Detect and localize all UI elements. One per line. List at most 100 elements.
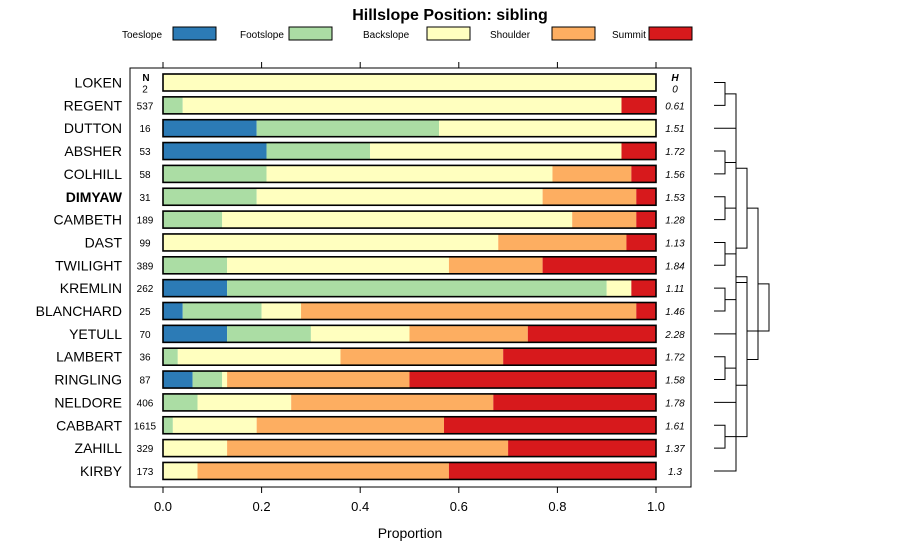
legend-label-footslope: Footslope: [240, 30, 284, 41]
legend-label-toeslope: Toeslope: [122, 30, 162, 41]
row-yetull: YETULL 70 2.28: [69, 324, 685, 344]
bar-outline: [162, 255, 657, 275]
row-h-value: 2.28: [664, 330, 685, 341]
row-cabbart: CABBART 1615 1.61: [56, 415, 685, 435]
dendrogram-link-3: [714, 241, 726, 266]
bar-segment-footslope: [256, 119, 440, 137]
bar-segment-footslope: [266, 142, 371, 160]
h-column-header: H: [671, 73, 679, 84]
row-twilight: TWILIGHT 389 1.84: [55, 255, 685, 275]
bar-segment-footslope: [163, 211, 223, 229]
dendrogram-link-6: [714, 424, 726, 449]
bar-segment-summit: [444, 416, 656, 434]
bar-segment-shoulder: [256, 416, 445, 434]
bar-outline: [162, 164, 657, 184]
row-h-value: 1.61: [665, 421, 684, 432]
bar-segment-toeslope: [163, 325, 228, 343]
row-h-value: 1.37: [665, 444, 685, 455]
bar-segment-toeslope: [163, 119, 257, 137]
bar-segment-backslope: [177, 348, 341, 366]
row-n-value: 53: [139, 147, 151, 158]
top-axis-ticks: [162, 62, 657, 68]
x-axis-label: Proportion: [378, 525, 443, 541]
bar-segment-footslope: [163, 256, 228, 274]
bar-segment-summit: [631, 165, 656, 183]
legend: Toeslope Footslope Backslope Shoulder Summit: [122, 26, 693, 41]
dendrogram-link-5: [714, 356, 726, 381]
x-tick-label-5: 1.0: [647, 499, 665, 514]
row-n-value: 262: [137, 284, 154, 295]
x-tick-label-0: 0.0: [154, 499, 172, 514]
row-label: LAMBERT: [56, 349, 122, 365]
bar-outline: [162, 415, 657, 435]
bar-segment-backslope: [256, 188, 543, 206]
x-tick-label-4: 0.8: [548, 499, 566, 514]
bar-segment-shoulder: [552, 165, 632, 183]
row-label: LOKEN: [75, 75, 122, 91]
dendrogram-link-7: [714, 93, 737, 472]
bar-segment-backslope: [163, 74, 656, 91]
bar-segment-footslope: [163, 348, 178, 366]
row-loken: LOKEN 2 0: [75, 73, 678, 96]
bar-segment-shoulder: [301, 302, 637, 320]
bar-outline: [162, 393, 657, 412]
row-label: DIMYAW: [66, 189, 123, 205]
bar-outline: [162, 301, 657, 321]
bar-segment-shoulder: [448, 256, 543, 274]
row-h-value: 0: [672, 85, 678, 96]
bar-outline: [162, 141, 657, 161]
row-label: KREMLIN: [60, 280, 122, 296]
bar-outline: [162, 347, 657, 367]
dendrogram-link-13: [736, 167, 748, 249]
bar-segment-toeslope: [163, 279, 228, 297]
bar-segment-summit: [636, 302, 656, 320]
row-label: ABSHER: [64, 143, 122, 159]
legend-swatch-shoulder: [551, 26, 596, 41]
bar-segment-footslope: [163, 165, 267, 183]
bar-segment-summit: [621, 142, 656, 160]
row-ringling: RINGLING 87 1.58: [54, 370, 685, 389]
bar-rows: LOKEN 2 0 REGENT 537 0.61 DUTTON 16 1.51 ABSHER 53…: [36, 73, 685, 481]
bar-segment-backslope: [606, 279, 632, 297]
bar-segment-summit: [493, 393, 656, 411]
bar-segment-footslope: [192, 371, 223, 389]
row-absher: ABSHER 53 1.72: [64, 141, 685, 161]
plot-frame: [129, 67, 692, 488]
bar-segment-shoulder: [227, 439, 509, 457]
bar-segment-summit: [409, 371, 656, 389]
row-h-value: 1.53: [665, 193, 685, 204]
n-column-header: N: [142, 73, 149, 84]
row-cambeth: CAMBETH 189 1.28: [54, 210, 685, 229]
bar-segment-toeslope: [163, 302, 183, 320]
bar-segment-backslope: [197, 393, 292, 411]
bar-segment-backslope: [261, 302, 302, 320]
bar-segment-backslope: [310, 325, 410, 343]
row-neldore: NELDORE 406 1.78: [54, 393, 685, 412]
row-label: COLHILL: [64, 166, 123, 182]
bar-outline: [162, 438, 657, 458]
row-blanchard: BLANCHARD 25 1.46: [36, 301, 685, 321]
x-tick-label-2: 0.4: [351, 499, 369, 514]
row-label: DUTTON: [64, 120, 122, 136]
bar-outline: [162, 278, 657, 298]
row-label: CAMBETH: [54, 212, 122, 228]
row-n-value: 406: [137, 398, 154, 409]
bar-segment-shoulder: [498, 233, 627, 251]
bar-segment-footslope: [227, 325, 311, 343]
row-h-value: 1.28: [665, 216, 685, 227]
legend-label-summit: Summit: [612, 30, 646, 41]
legend-label-shoulder: Shoulder: [490, 30, 531, 41]
row-label: DAST: [85, 234, 123, 250]
x-axis: 0.0 0.2 0.4 0.6 0.8 1.0: [154, 487, 665, 514]
bar-outline: [162, 324, 657, 344]
dendrogram-link-10: [725, 253, 737, 301]
bar-segment-shoulder: [542, 188, 637, 206]
row-dutton: DUTTON 16 1.51: [64, 118, 685, 138]
dendrogram: [714, 82, 770, 472]
legend-swatch-footslope: [288, 26, 333, 41]
legend-swatch-summit: [648, 26, 693, 41]
bar-segment-summit: [636, 211, 656, 229]
bar-segment-shoulder: [197, 462, 449, 480]
row-n-value: 99: [139, 238, 151, 249]
bar-segment-backslope: [163, 439, 228, 457]
